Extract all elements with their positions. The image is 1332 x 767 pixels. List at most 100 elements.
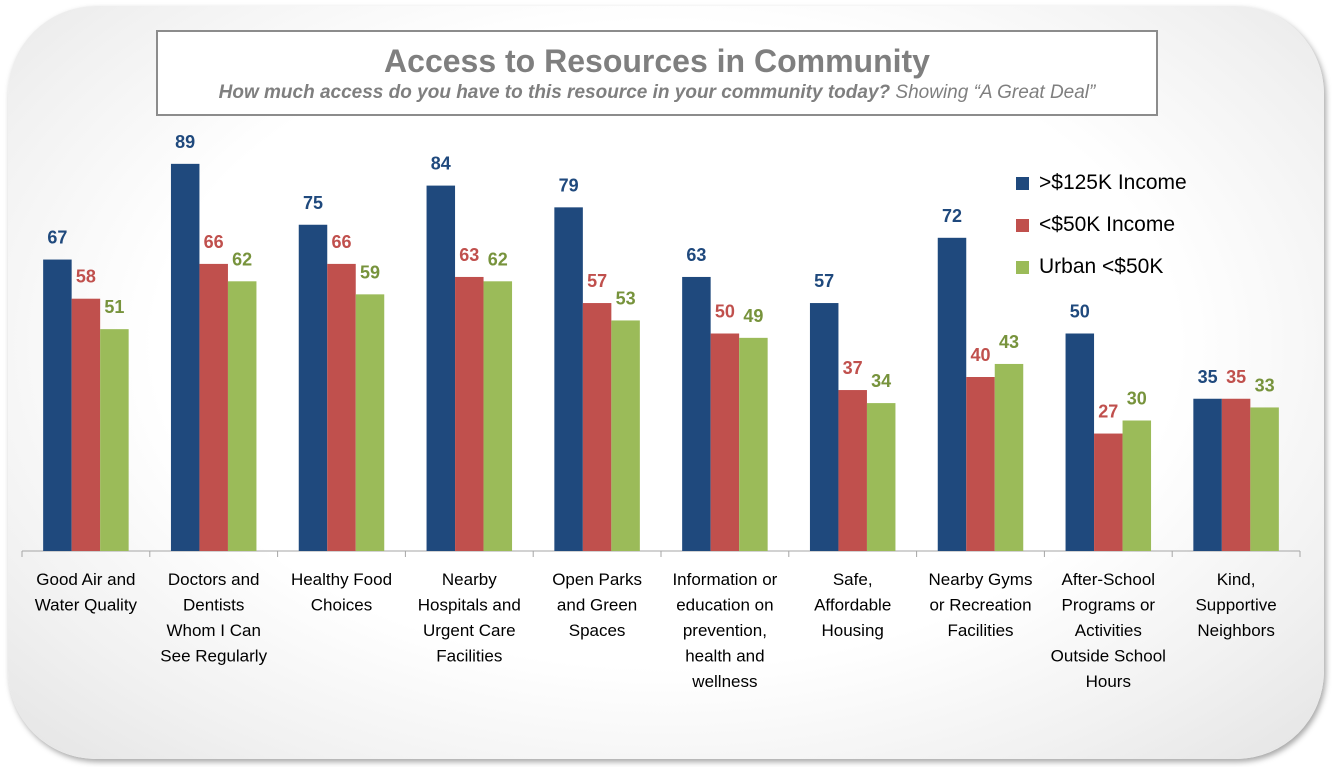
- bar: [43, 259, 72, 551]
- subtitle-note: Showing “A Great Deal”: [895, 82, 1096, 103]
- bar: [483, 281, 513, 551]
- title-box: Access to Resources in Community How muc…: [156, 30, 1158, 116]
- bar: [866, 403, 896, 551]
- bar: [1094, 433, 1123, 551]
- legend-item: <$50K Income: [1016, 204, 1187, 246]
- bar: [1122, 420, 1152, 551]
- data-label: 57: [814, 271, 834, 291]
- category-label-line: health and: [685, 647, 764, 666]
- category-label-line: Facilities: [947, 621, 1013, 640]
- category-label-line: Hospitals and: [418, 596, 521, 615]
- data-label: 53: [616, 288, 636, 308]
- data-label: 37: [843, 358, 863, 378]
- data-label: 35: [1226, 367, 1246, 387]
- bar: [1065, 333, 1095, 551]
- data-label: 50: [715, 302, 735, 322]
- category-label-line: wellness: [691, 672, 757, 691]
- category-label-line: Whom I Can: [166, 621, 260, 640]
- chart-title: Access to Resources in Community: [384, 43, 930, 79]
- data-label: 43: [999, 332, 1019, 352]
- bar: [170, 163, 200, 551]
- category-label-line: Nearby: [442, 570, 497, 589]
- category-label-line: education on: [676, 596, 773, 615]
- data-label: 27: [1098, 402, 1118, 422]
- data-label: 72: [942, 206, 962, 226]
- category-label-line: See Regularly: [160, 647, 267, 666]
- bar: [838, 390, 867, 551]
- category-label: Safe, Affordable Housing: [814, 570, 891, 640]
- category-label-line: Programs or: [1062, 596, 1156, 615]
- bar: [426, 185, 456, 551]
- legend: >$125K Income <$50K Income Urban <$50K: [1016, 162, 1187, 288]
- data-label: 63: [459, 245, 479, 265]
- category-label-line: Affordable: [814, 596, 891, 615]
- data-label: 57: [587, 271, 607, 291]
- bar: [100, 329, 129, 551]
- bar: [582, 303, 612, 551]
- data-label: 49: [743, 306, 763, 326]
- data-label: 89: [175, 132, 195, 152]
- data-label: 66: [204, 232, 224, 252]
- category-label-line: Nearby Gyms: [929, 570, 1033, 589]
- legend-label: >$125K Income: [1039, 171, 1187, 194]
- category-label-line: Neighbors: [1197, 621, 1275, 640]
- category-label-line: Dentists: [183, 596, 244, 615]
- data-label: 79: [559, 175, 579, 195]
- data-label: 62: [232, 249, 252, 269]
- category-label: Information or education on prevention, hea…: [672, 570, 777, 691]
- category-label: Open Parks and Green Spaces: [552, 570, 642, 640]
- category-label-line: Doctors and: [168, 570, 260, 589]
- bar: [327, 263, 356, 551]
- data-label: 63: [686, 245, 706, 265]
- subtitle-question: How much access do you have to this reso…: [218, 82, 891, 103]
- category-label-line: Spaces: [569, 621, 626, 640]
- bar: [554, 207, 583, 551]
- category-label-line: Information or: [672, 570, 777, 589]
- bar: [199, 263, 228, 551]
- legend-label: <$50K Income: [1039, 213, 1176, 236]
- category-label-line: Good Air and: [36, 570, 135, 589]
- data-label: 59: [360, 262, 380, 282]
- data-label: 35: [1198, 367, 1218, 387]
- bar: [710, 333, 740, 551]
- category-label-line: Outside School: [1051, 647, 1166, 666]
- bar: [739, 337, 768, 551]
- bar: [227, 281, 257, 551]
- category-label-line: Hours: [1086, 672, 1131, 691]
- bar: [611, 320, 640, 551]
- data-label: 67: [47, 228, 67, 248]
- bar: [994, 363, 1024, 551]
- bar: [355, 294, 385, 551]
- category-label: Good Air and Water Quality: [35, 570, 138, 615]
- legend-item: Urban <$50K: [1016, 246, 1187, 288]
- category-label-line: Water Quality: [35, 596, 138, 615]
- category-label-line: Open Parks: [552, 570, 642, 589]
- category-label-line: prevention,: [683, 621, 767, 640]
- data-label: 33: [1255, 375, 1275, 395]
- category-label-line: Healthy Food: [291, 570, 392, 589]
- category-label-line: Safe,: [833, 570, 873, 589]
- category-label-line: or Recreation: [929, 596, 1031, 615]
- category-label-line: Kind,: [1217, 570, 1256, 589]
- data-label: 40: [970, 345, 990, 365]
- category-label-line: Urgent Care: [423, 621, 516, 640]
- data-label: 58: [76, 267, 96, 287]
- category-label: Doctors and Dentists Whom I Can See Regular…: [160, 570, 267, 666]
- category-label: Nearby Hospitals and Urgent Care Facilities: [418, 570, 521, 666]
- bar: [682, 276, 711, 551]
- category-label-line: Supportive: [1195, 596, 1276, 615]
- category-label-line: and Green: [557, 596, 637, 615]
- bar: [1193, 398, 1222, 551]
- chart-subtitle: How much access do you have to this reso…: [158, 80, 1156, 106]
- legend-swatch: [1016, 218, 1029, 232]
- data-label: 62: [488, 249, 508, 269]
- data-label: 51: [104, 297, 124, 317]
- bar: [966, 377, 995, 551]
- legend-item: >$125K Income: [1016, 162, 1187, 204]
- bar: [1221, 398, 1251, 551]
- data-label: 75: [303, 193, 323, 213]
- bar: [809, 303, 839, 551]
- bar: [455, 276, 484, 551]
- legend-swatch: [1016, 260, 1029, 274]
- data-label: 30: [1127, 389, 1147, 409]
